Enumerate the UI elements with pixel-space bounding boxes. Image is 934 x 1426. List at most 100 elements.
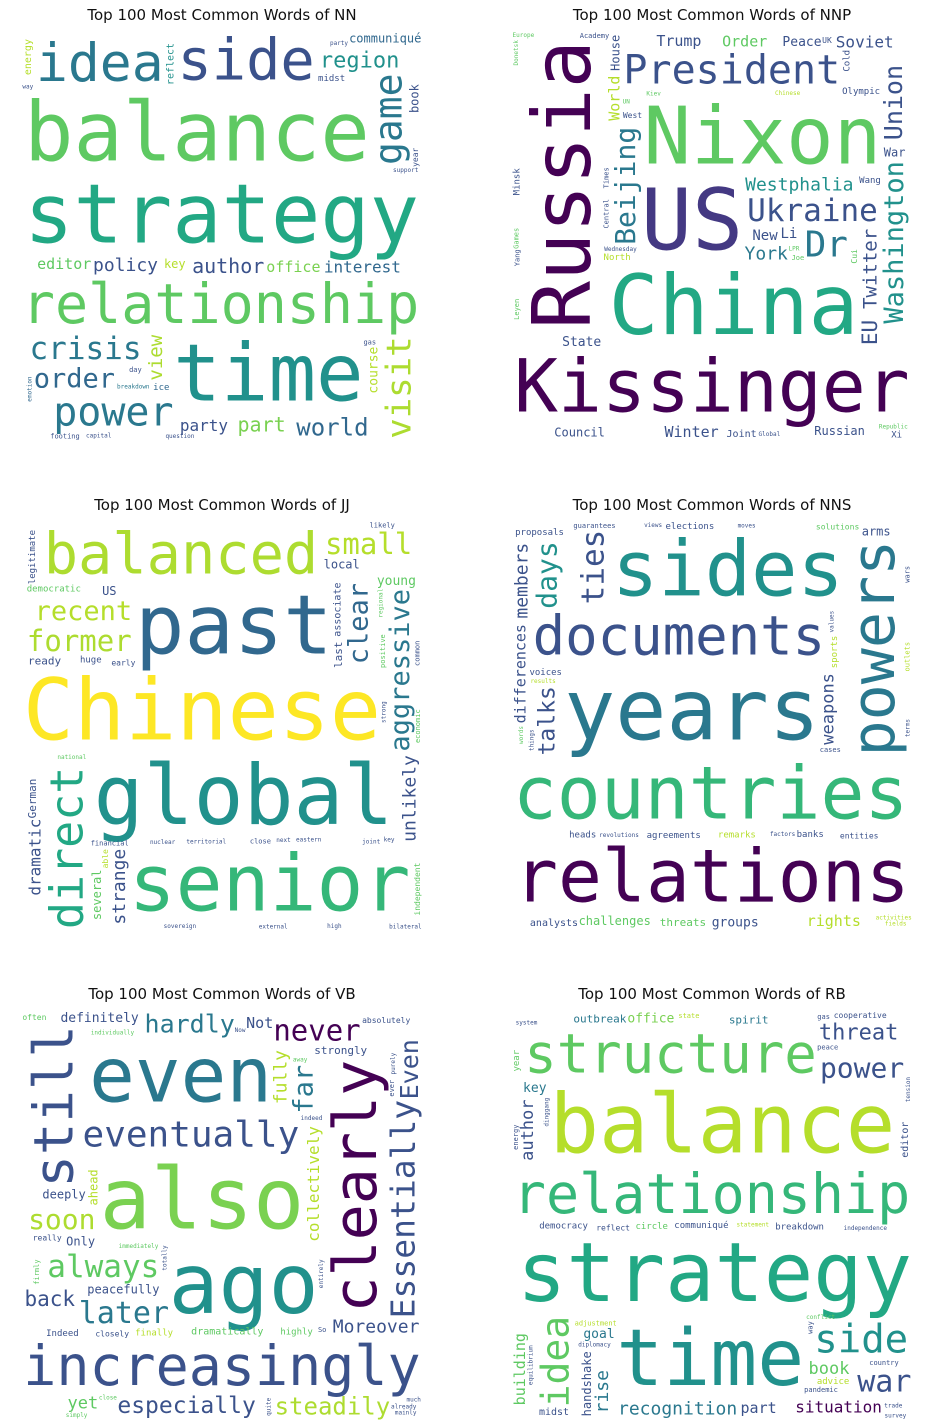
word-time: time [173, 328, 363, 420]
word-book: book [408, 83, 422, 113]
word-chinese: Chinese [775, 90, 801, 97]
word-part: part [741, 1399, 777, 1417]
word-balanced: balanced [44, 522, 319, 588]
word-york: York [745, 244, 789, 265]
word-central: Central [603, 199, 611, 229]
word-likely: likely [370, 522, 395, 530]
word-talks: talks [535, 686, 561, 755]
word-elections: elections [666, 522, 715, 532]
word-often: often [22, 1013, 46, 1022]
word-day: day [129, 366, 142, 374]
word-ukraine: Ukraine [747, 193, 878, 229]
word-small: small [325, 527, 412, 561]
word-direct: direct [41, 767, 94, 930]
word-soviet: Soviet [836, 32, 894, 51]
word-senior: senior [129, 839, 411, 929]
word-war: war [857, 1364, 911, 1399]
word-analysts: analysts [530, 918, 578, 929]
word-editor: editor [900, 1122, 911, 1158]
word-russia: Russia [516, 40, 609, 329]
word-wang: Wang [859, 176, 881, 186]
word-proposals: proposals [515, 528, 564, 538]
word-academy: Academy [580, 32, 610, 40]
word-hardly: hardly [145, 1009, 235, 1038]
word-power: power [820, 1052, 904, 1085]
word-un: UN [623, 99, 631, 106]
word-threats: threats [660, 916, 706, 929]
word-sides: sides [612, 526, 844, 615]
word-common: common [414, 641, 422, 666]
word-able: able [101, 849, 110, 868]
word-financial: financial [91, 840, 129, 848]
word-way: way [22, 84, 33, 91]
wordcloud-rb: relationship strategy balance time structure… [510, 1009, 914, 1421]
word-capital: capital [86, 432, 112, 439]
word-twitter: Twitter [859, 229, 881, 309]
word-uk: UK [822, 36, 832, 45]
word-independence: independence [844, 1225, 888, 1232]
chart-title-jj: Top 100 Most Common Words of JJ [94, 496, 350, 514]
word-state: state [678, 1012, 699, 1020]
word-eastern: eastern [296, 837, 322, 844]
word-recent: recent [35, 596, 133, 627]
word-key: key [523, 1081, 547, 1096]
word-side: side [814, 1318, 908, 1363]
word-editor: editor [37, 255, 91, 273]
word-us: US [102, 584, 116, 598]
word-outlets: outlets [904, 642, 912, 672]
chart-title-rb: Top 100 Most Common Words of RB [578, 985, 846, 1003]
word-breakdown: breakdown [117, 383, 150, 390]
word-arms: arms [862, 525, 891, 539]
word-legitimate: legitimate [28, 530, 38, 584]
word-moreover: Moreover [333, 1317, 420, 1338]
word-part: part [238, 412, 286, 436]
word-also: also [100, 1151, 305, 1250]
word-dramatic: dramatic [26, 819, 45, 896]
word-even: even [89, 1030, 272, 1119]
word-li: Li [780, 226, 797, 242]
word-immediately: immediately [119, 1243, 159, 1250]
word-outbreak: outbreak [573, 1013, 626, 1026]
word-wars: wars [903, 566, 911, 583]
word-ties: ties [575, 530, 611, 605]
word-closely: closely [95, 1329, 129, 1338]
word-differences: differences [512, 624, 530, 723]
word-country: country [869, 1359, 899, 1367]
word-handshake: handshake [580, 1351, 594, 1416]
word-kiev: Kiev [646, 90, 661, 97]
word-far: far [289, 1065, 320, 1114]
word-clearly: clearly [321, 1060, 391, 1313]
chart-title-nns: Top 100 Most Common Words of NNS [572, 496, 852, 514]
word-external: external [259, 923, 288, 930]
wordcloud-nn-svg: strategy relationship balance time side crisi… [22, 30, 422, 442]
word-gas: gas [817, 1013, 830, 1021]
word-party: party [180, 416, 229, 435]
word-emotion: emotion [27, 376, 34, 402]
word-circle: circle [635, 1222, 668, 1232]
word-revolutions: revolutions [599, 832, 639, 839]
word-factors: factors [770, 831, 796, 838]
word-bilateral: bilateral [389, 923, 422, 930]
word-building: building [511, 1333, 529, 1405]
word-sports: sports [830, 636, 840, 669]
word-joint: joint [362, 839, 380, 846]
wordcloud-vb: also ago increasingly clearly eventually even… [20, 1009, 424, 1421]
word-times: Times [602, 167, 610, 188]
word-solutions: solutions [816, 522, 860, 531]
chart-title-vb: Top 100 Most Common Words of VB [88, 985, 356, 1003]
word-purely: purely [390, 1052, 397, 1074]
word-course: course [367, 346, 382, 393]
word-global: global [94, 747, 394, 844]
word-entirely: entirely [318, 1259, 325, 1288]
word-steadily: steadily [275, 1393, 391, 1421]
word-rise: rise [592, 1370, 613, 1413]
word-dr: Dr [805, 224, 848, 265]
word-never: never [273, 1014, 360, 1048]
word-trade: trade [884, 1402, 902, 1409]
word-unlikely: unlikely [399, 755, 420, 842]
word-indeed: Indeed [46, 1329, 79, 1339]
word-communique: communiqué [349, 32, 421, 46]
word-strange: strange [109, 849, 130, 925]
